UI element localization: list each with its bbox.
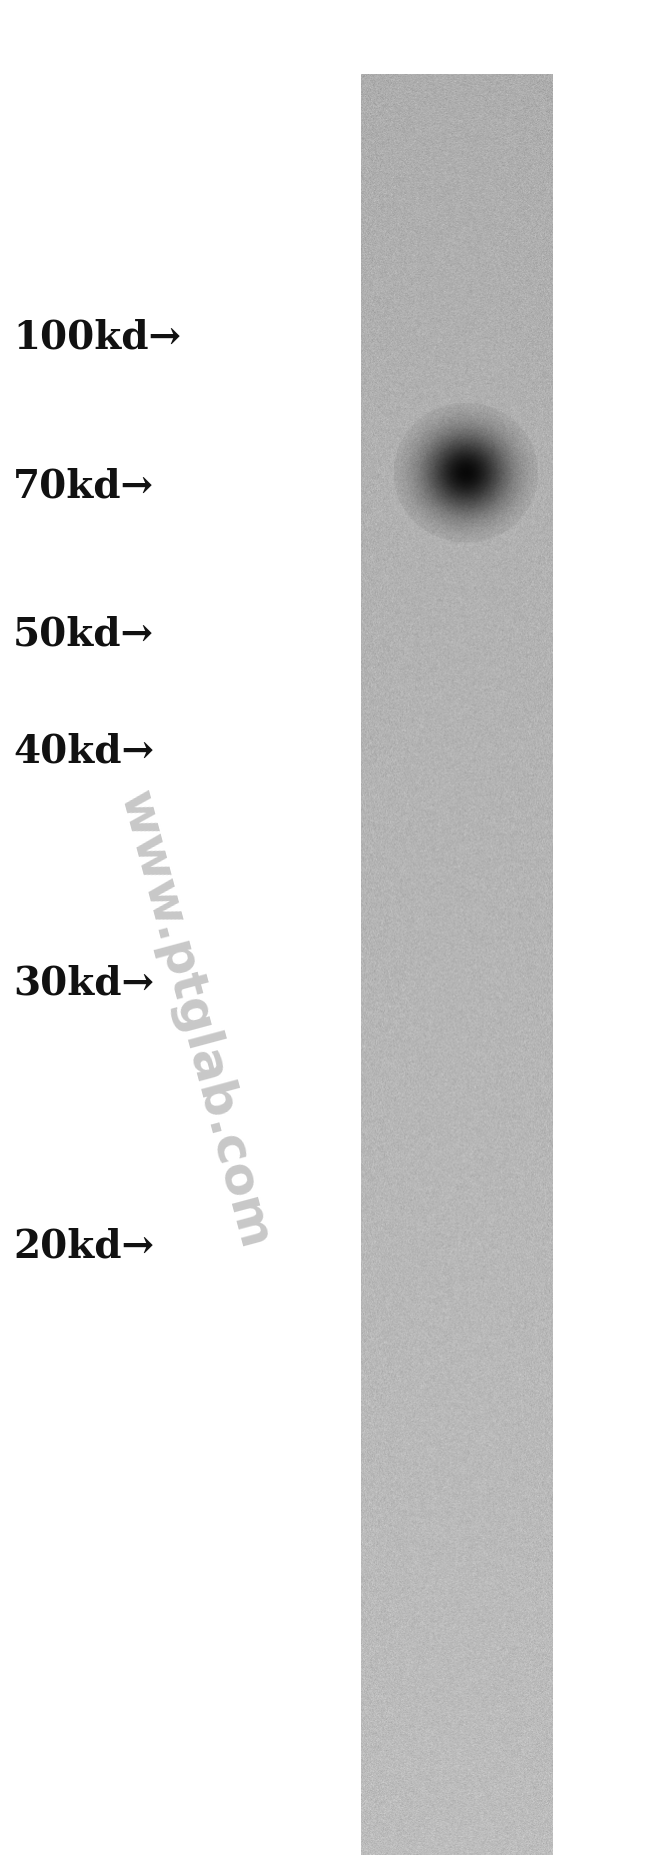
- Text: www.ptglab.com: www.ptglab.com: [111, 787, 280, 1254]
- Text: 30kd→: 30kd→: [13, 965, 154, 1002]
- Text: 70kd→: 70kd→: [13, 467, 154, 505]
- Text: 20kd→: 20kd→: [13, 1228, 154, 1265]
- Text: 40kd→: 40kd→: [13, 733, 154, 770]
- Text: 50kd→: 50kd→: [13, 616, 154, 653]
- Text: 100kd→: 100kd→: [13, 319, 181, 356]
